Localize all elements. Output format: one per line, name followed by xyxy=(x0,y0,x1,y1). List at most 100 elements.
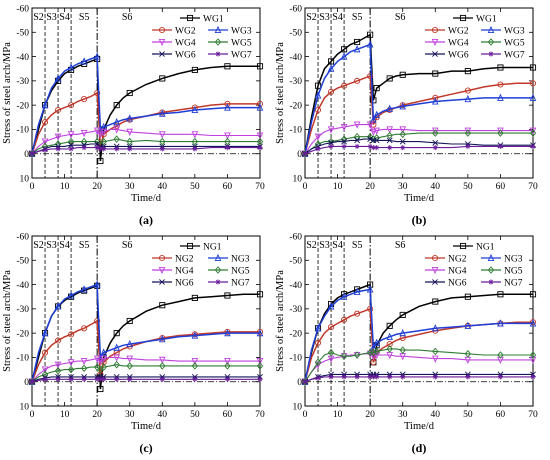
legend-marker xyxy=(431,38,439,47)
x-tick-label: 30 xyxy=(398,182,408,192)
data-point xyxy=(158,109,166,117)
x-tick-label: 70 xyxy=(528,182,538,192)
y-tick-label: -50 xyxy=(16,257,29,267)
x-tick-label: 40 xyxy=(158,410,168,420)
x-tick-label: 50 xyxy=(463,182,473,192)
data-point xyxy=(315,375,321,381)
legend-label: WG5 xyxy=(504,38,525,48)
data-point xyxy=(354,310,361,317)
legend-marker xyxy=(158,38,166,47)
data-point xyxy=(191,137,199,146)
series-NG3 xyxy=(28,280,264,385)
data-point xyxy=(497,374,504,380)
data-point xyxy=(54,302,62,310)
data-point xyxy=(464,87,471,94)
data-point xyxy=(386,104,393,112)
stage-label: S5 xyxy=(352,12,363,23)
data-point xyxy=(529,319,537,327)
legend-label: WG1 xyxy=(476,14,497,24)
legend-marker xyxy=(487,266,495,274)
x-axis-label: Time/d xyxy=(131,193,162,204)
data-point xyxy=(97,376,103,382)
legend-marker xyxy=(215,51,221,57)
data-point xyxy=(341,46,348,53)
data-point xyxy=(464,129,472,137)
legend-label: NG1 xyxy=(203,242,222,252)
data-point xyxy=(373,347,380,356)
y-tick-label: 0 xyxy=(24,378,29,388)
data-point xyxy=(370,128,377,137)
data-point xyxy=(497,93,504,101)
legend-label: WG1 xyxy=(203,14,224,24)
data-point xyxy=(80,285,88,293)
data-point xyxy=(386,75,393,82)
data-point xyxy=(464,293,471,300)
data-point xyxy=(256,362,264,370)
y-axis-label: Stress of steel arch/MPa xyxy=(2,270,13,372)
x-tick-label: 40 xyxy=(431,410,441,420)
data-point xyxy=(366,121,374,129)
y-tick-label: -20 xyxy=(16,329,29,339)
series-NG2 xyxy=(28,317,264,385)
data-point xyxy=(55,106,62,114)
data-point xyxy=(126,114,134,122)
legend-marker xyxy=(214,266,222,274)
legend-label: WG2 xyxy=(448,26,469,36)
legend-label: NG5 xyxy=(504,266,523,276)
data-point xyxy=(126,355,134,363)
series-line xyxy=(304,353,533,383)
legend-label: WG3 xyxy=(504,26,525,36)
data-point xyxy=(224,358,231,366)
data-point xyxy=(327,64,335,72)
data-point xyxy=(81,96,88,103)
data-point xyxy=(529,129,537,137)
series-line xyxy=(304,288,533,382)
data-point xyxy=(314,91,322,99)
data-point xyxy=(67,359,75,367)
data-point xyxy=(114,146,120,152)
data-point xyxy=(257,145,263,151)
data-point xyxy=(159,146,165,152)
data-point xyxy=(224,292,231,299)
x-tick-label: 60 xyxy=(496,410,506,420)
data-point xyxy=(224,145,231,151)
data-point xyxy=(126,362,133,370)
data-point xyxy=(93,280,101,288)
data-point xyxy=(94,376,100,382)
x-tick-label: 30 xyxy=(125,182,135,192)
data-point xyxy=(192,376,198,382)
legend-marker xyxy=(487,253,495,262)
data-point xyxy=(159,362,166,370)
legend-marker xyxy=(186,242,194,250)
data-point xyxy=(67,291,75,299)
x-tick-label: 0 xyxy=(303,410,308,420)
y-tick-label: -60 xyxy=(289,232,302,242)
data-point xyxy=(328,324,335,331)
data-point xyxy=(373,85,380,92)
series-line xyxy=(31,55,260,154)
series-NG7 xyxy=(29,376,263,385)
x-tick-label: 10 xyxy=(60,410,70,420)
data-point xyxy=(159,376,165,382)
legend-marker xyxy=(158,266,166,275)
stage-label: S4 xyxy=(332,240,343,251)
data-point xyxy=(353,287,361,295)
data-point xyxy=(432,129,439,137)
data-point xyxy=(386,126,393,134)
x-tick-label: 60 xyxy=(223,182,233,192)
stage-label: S4 xyxy=(332,12,343,23)
data-point xyxy=(374,145,380,151)
x-tick-label: 10 xyxy=(60,182,70,192)
x-tick-label: 0 xyxy=(30,182,35,192)
data-point xyxy=(68,142,75,149)
data-point xyxy=(100,137,107,146)
series-NG3 xyxy=(301,285,537,385)
data-point xyxy=(341,143,347,150)
data-point xyxy=(367,143,373,150)
panel-label: (d) xyxy=(412,441,427,455)
data-point xyxy=(386,322,393,329)
x-tick-label: 40 xyxy=(158,182,168,192)
data-point xyxy=(41,328,49,337)
x-tick-label: 20 xyxy=(92,410,102,420)
data-point xyxy=(101,146,107,152)
